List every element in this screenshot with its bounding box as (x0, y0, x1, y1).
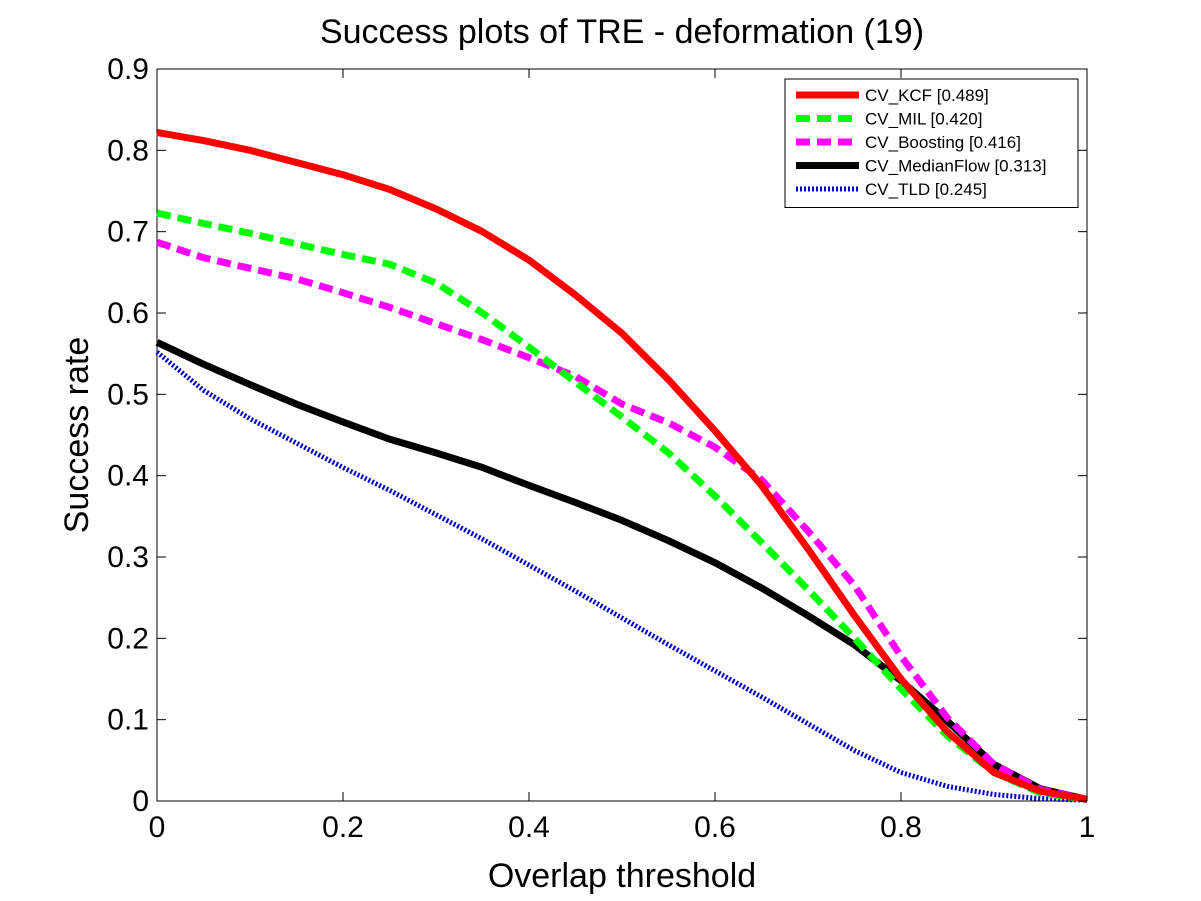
y-tick-label: 0.2 (107, 622, 149, 655)
x-tick-label: 0.4 (508, 811, 550, 844)
y-tick-label: 0.9 (107, 53, 149, 86)
series-line-3 (155, 339, 1088, 803)
y-tick-label: 0.7 (107, 216, 149, 249)
y-tick-label: 0.1 (107, 704, 149, 737)
y-tick-label: 0.3 (107, 541, 149, 574)
legend: CV_KCF [0.489] CV_MIL [0.420] CV_Boosting … (784, 78, 1079, 208)
ticks-layer: 0 0.2 0.4 0.6 0.8 1 0 0.1 0.2 0.3 0.4 0.5 0.6 0.7 0.8 0… (107, 53, 1095, 844)
y-tick-label: 0.6 (107, 297, 149, 330)
legend-label-1: CV_MIL [0.420] (865, 110, 983, 129)
y-axis-title: Success rate (58, 337, 96, 534)
x-tick-label: 0.6 (694, 811, 736, 844)
series-line-0 (156, 128, 1088, 803)
x-tick-label: 1 (1079, 811, 1096, 844)
y-tick-label: 0 (132, 785, 149, 818)
y-tick-label: 0.4 (107, 460, 149, 493)
series-line-1 (156, 209, 1088, 803)
chart-title: Success plots of TRE - deformation (19) (320, 13, 924, 51)
series-line-4 (155, 350, 1088, 803)
series-line-2 (155, 238, 1088, 803)
y-tick-label: 0.8 (107, 134, 149, 167)
legend-label-2: CV_Boosting [0.416] (865, 133, 1021, 152)
legend-label-3: CV_MedianFlow [0.313] (865, 157, 1046, 176)
y-tick-label: 0.5 (107, 378, 149, 411)
legend-box (784, 78, 1079, 208)
x-axis-title: Overlap threshold (488, 857, 756, 895)
legend-label-0: CV_KCF [0.489] (865, 86, 989, 105)
legend-label-4: CV_TLD [0.245] (865, 180, 987, 199)
series-layer (155, 128, 1088, 803)
x-tick-label: 0 (149, 811, 166, 844)
x-tick-label: 0.8 (880, 811, 922, 844)
x-tick-label: 0.2 (322, 811, 364, 844)
